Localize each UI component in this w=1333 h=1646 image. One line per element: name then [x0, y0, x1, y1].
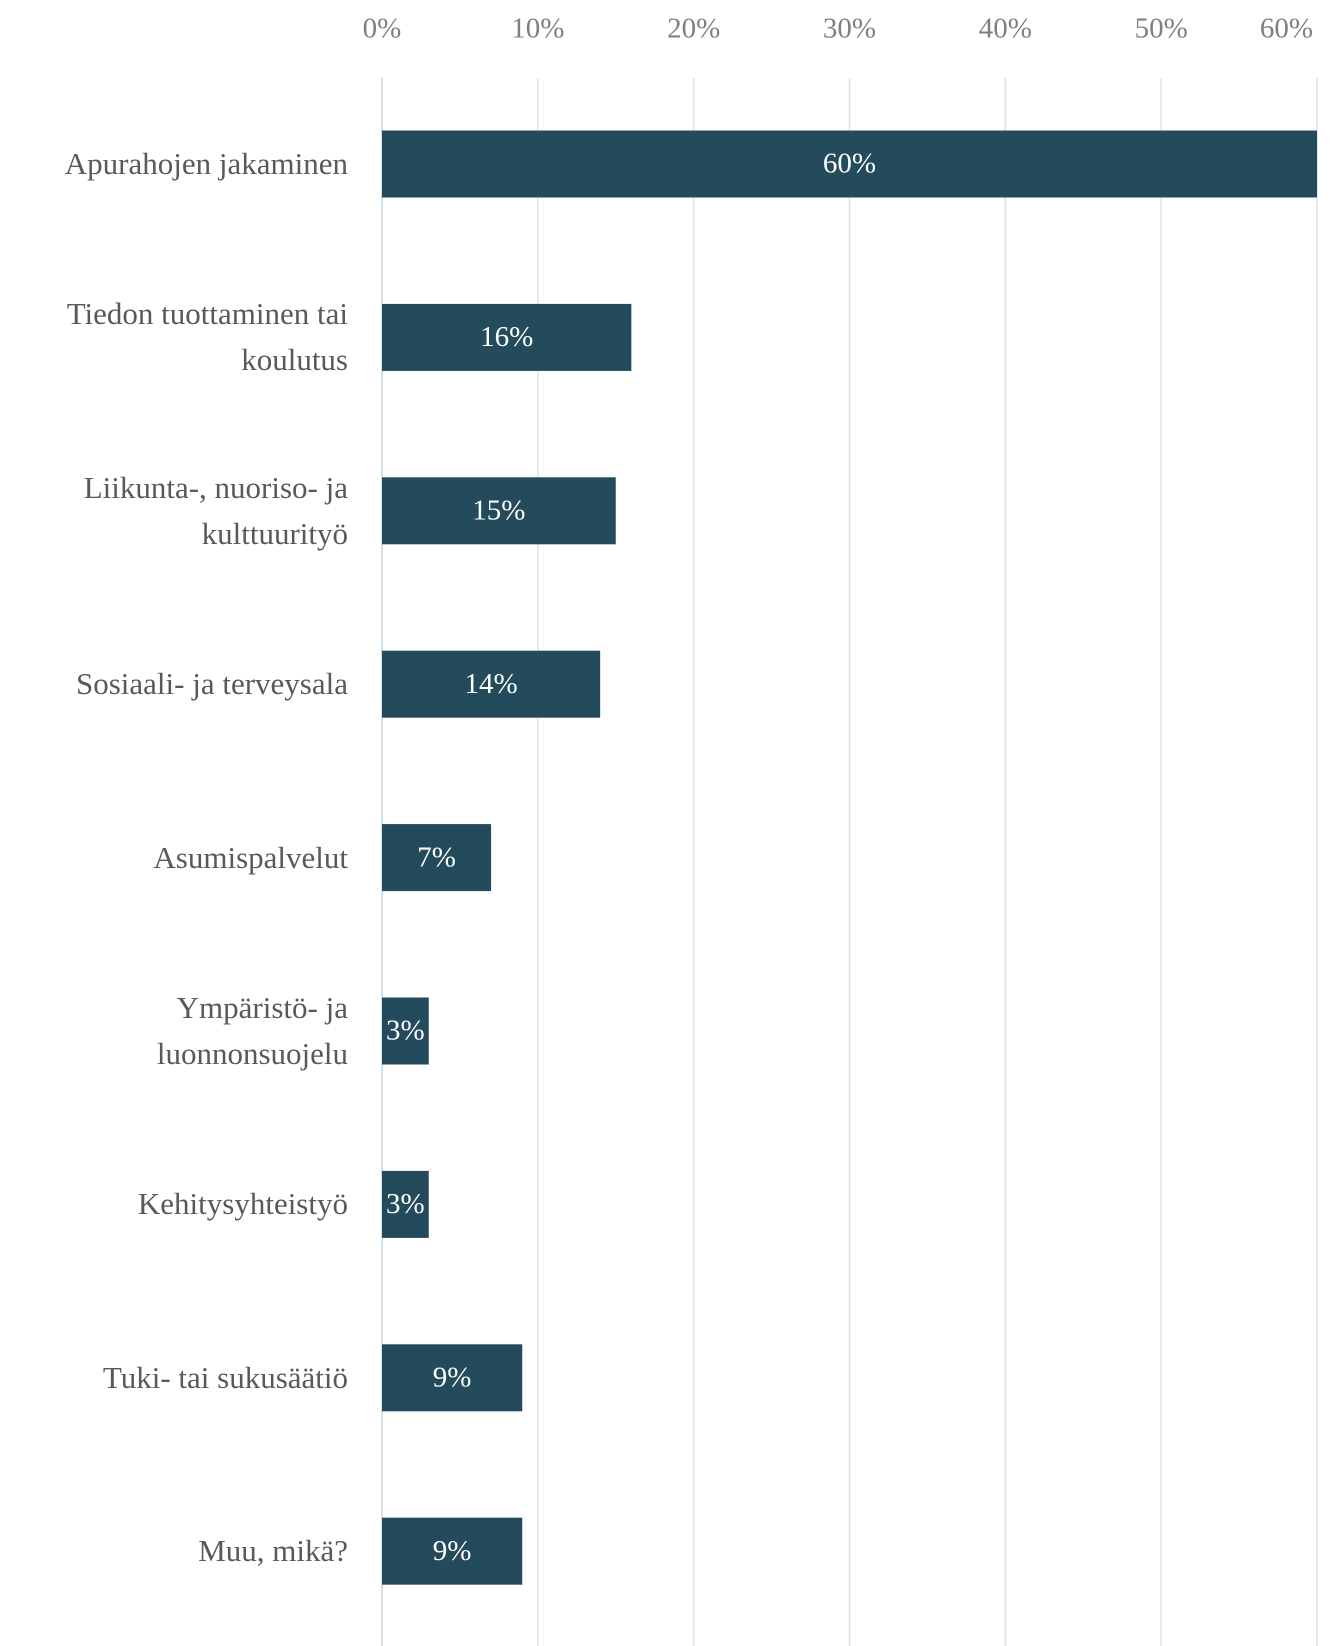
value-label: 7% [417, 841, 456, 873]
category-label: Asumispalvelut [153, 839, 348, 875]
value-label: 3% [386, 1015, 425, 1047]
category-label: Apurahojen jakaminen [64, 146, 348, 181]
bar [382, 303, 632, 371]
x-tick-label: 0% [363, 13, 402, 45]
bar [382, 824, 492, 892]
bar [382, 477, 616, 545]
value-label: 9% [433, 1535, 472, 1567]
value-label: 9% [433, 1361, 472, 1393]
value-label: 16% [480, 321, 533, 353]
bar [382, 1170, 429, 1238]
value-label: 15% [472, 494, 525, 526]
x-tick-label: 50% [1135, 13, 1188, 45]
value-label: 60% [823, 148, 876, 180]
category-label: Sosiaali- ja terveysala [75, 666, 348, 702]
bar [382, 1344, 523, 1412]
x-tick-label: 40% [979, 13, 1032, 45]
bar [382, 997, 429, 1065]
category-label: Tuki- tai sukusäätiö [102, 1359, 348, 1395]
x-tick-label: 60% [1260, 13, 1313, 45]
x-tick-label: 10% [511, 13, 564, 45]
bar [382, 1517, 523, 1585]
value-label: 14% [464, 668, 517, 700]
bar [382, 650, 601, 718]
category-label: Ympäristö- ja luonnonsuojelu [156, 990, 348, 1071]
category-label: Kehitysyhteistyö [137, 1186, 348, 1222]
category-label: Liikunta-, nuoriso- ja kulttuurityö [83, 469, 348, 551]
x-tick-label: 30% [823, 13, 876, 45]
x-tick-label: 20% [667, 13, 720, 45]
value-label: 3% [386, 1188, 425, 1220]
bar [382, 130, 1317, 198]
category-label: Muu, mikä? [198, 1533, 348, 1569]
category-label: Tiedon tuottaminen tai koulutus [66, 296, 348, 378]
